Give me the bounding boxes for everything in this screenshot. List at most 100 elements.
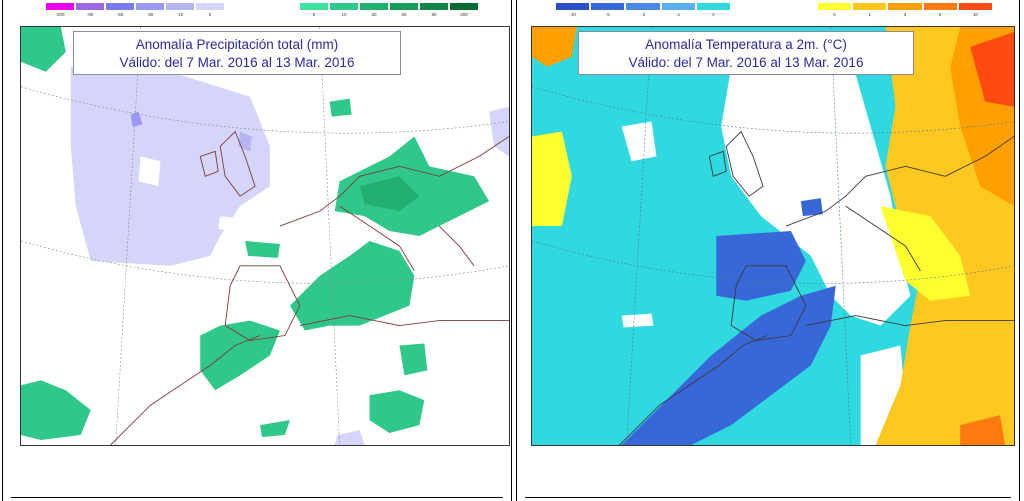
legend-swatch <box>45 2 75 11</box>
legend-tick-label: 3 <box>903 12 907 17</box>
precip-deficit-area <box>70 66 270 266</box>
graticule <box>21 27 509 445</box>
legend-swatch <box>299 2 329 11</box>
temperature-legend-positive: 0 1 3 6 10 <box>817 2 993 24</box>
legend-tick-label: 0 <box>208 12 212 17</box>
legend-swatch <box>817 2 853 11</box>
precip-surplus-patch-3 <box>260 420 290 438</box>
temp-neutral-patch-2 <box>621 313 654 328</box>
legend-ticks: 0 1 3 6 10 <box>817 11 993 21</box>
precipitation-legend-positive: 0 10 30 60 90 200 <box>299 2 479 24</box>
legend-tick-label: -60 <box>116 12 124 17</box>
precip-surplus-iberia <box>200 320 280 391</box>
precip-surplus-africa <box>369 390 425 434</box>
temp-neutral-area <box>721 56 911 326</box>
legend-swatches <box>817 2 993 11</box>
legend-swatch <box>590 2 626 11</box>
legend-swatch <box>957 2 993 11</box>
legend-tick-label: -30 <box>146 12 154 17</box>
legend-swatch <box>135 2 165 11</box>
legend-tick-label: 10 <box>972 12 978 17</box>
legend-tick-label: 0 <box>712 12 715 17</box>
legend-tick-label: 30 <box>371 12 377 17</box>
legend-tick-label: -10 <box>569 12 576 17</box>
precip-surplus-patch <box>399 343 428 376</box>
legend-swatch <box>75 2 105 11</box>
precip-surplus-central-europe <box>334 136 490 236</box>
temp-cold-core-africa <box>621 285 836 445</box>
legend-swatch <box>887 2 923 11</box>
temperature-legend-negative: -10 -5 -3 -1 0 <box>555 2 731 24</box>
legend-tick-label: -90 <box>86 12 94 17</box>
legend-swatch <box>449 2 479 11</box>
legend-swatch <box>922 2 958 11</box>
legend-swatch <box>165 2 195 11</box>
legend-tick-label: -1 <box>676 12 681 17</box>
legend-swatch <box>555 2 591 11</box>
precip-surplus-nw <box>21 27 66 72</box>
temperature-map-graphic <box>532 27 1014 445</box>
legend-tick-label: -10 <box>176 12 184 17</box>
precip-deficit-core <box>130 111 143 127</box>
temp-warm-patch-se <box>960 415 1006 445</box>
temp-warm-nw <box>532 27 577 67</box>
legend-tick-label: 90 <box>431 12 437 17</box>
legend-tick-label: 1 <box>868 12 872 17</box>
legend-tick-label: 60 <box>401 12 407 17</box>
coastlines <box>619 130 1014 445</box>
legend-swatch <box>695 2 731 11</box>
legend-swatch <box>389 2 419 11</box>
legend-swatches <box>555 2 731 11</box>
legend-tick-label: -5 <box>605 12 610 17</box>
no-anomaly-patch-2 <box>218 216 236 232</box>
precipitation-map-graphic <box>21 27 509 445</box>
temperature-title-line2: Válido: del 7 Mar. 2016 al 13 Mar. 2016 <box>628 55 864 70</box>
legend-ticks: 0 10 30 60 90 200 <box>299 11 479 21</box>
precip-deficit-area-2 <box>489 106 509 157</box>
legend-swatch <box>329 2 359 11</box>
temp-cold-patch <box>800 198 823 217</box>
coastlines <box>110 130 509 445</box>
legend-tick-label: -3 <box>640 12 646 17</box>
legend-swatches <box>299 2 479 11</box>
precipitation-title: Anomalía Precipitación total (mm) Válido… <box>73 31 401 75</box>
precip-surplus-west <box>21 380 91 441</box>
precip-deficit-area-3 <box>334 430 365 445</box>
precip-surplus-mediterranean <box>289 240 415 331</box>
legend-tick-label: 6 <box>938 12 942 17</box>
precipitation-title-line2: Válido: del 7 Mar. 2016 al 13 Mar. 2016 <box>119 55 355 70</box>
legend-tick-label: 0 <box>312 12 316 17</box>
precip-deficit-core-2 <box>238 131 253 152</box>
temperature-map: Anomalía Temperatura a 2m. (°C) Válido: … <box>531 26 1015 446</box>
precip-surplus-patch-2 <box>245 240 280 258</box>
legend-swatch <box>852 2 888 11</box>
precipitation-title-line1: Anomalía Precipitación total (mm) <box>135 37 339 52</box>
precipitation-map: Anomalía Precipitación total (mm) Válido… <box>20 26 510 446</box>
table-rule <box>525 497 1011 498</box>
legend-swatch <box>625 2 661 11</box>
legend-tick-label: 200 <box>460 12 468 17</box>
temp-neutral-patch <box>621 121 657 162</box>
temp-warm-med <box>880 206 971 301</box>
temp-very-warm-ne <box>970 31 1014 107</box>
legend-ticks: -200 -90 -60 -30 -10 0 <box>45 11 225 21</box>
precipitation-legend-negative: -200 -90 -60 -30 -10 0 <box>45 2 225 24</box>
legend-swatch <box>419 2 449 11</box>
legend-swatches <box>45 2 225 11</box>
temp-warm-west <box>532 131 572 227</box>
legend-swatch <box>359 2 389 11</box>
legend-swatch <box>195 2 225 11</box>
legend-swatch <box>660 2 696 11</box>
legend-tick-label: 10 <box>341 12 347 17</box>
precip-surplus-patch-4 <box>329 98 352 117</box>
temperature-title: Anomalía Temperatura a 2m. (°C) Válido: … <box>578 31 914 75</box>
legend-tick-label: -200 <box>55 12 65 17</box>
temperature-title-line1: Anomalía Temperatura a 2m. (°C) <box>645 37 847 52</box>
legend-swatch <box>105 2 135 11</box>
temperature-panel: -10 -5 -3 -1 0 0 1 3 6 10 <box>516 0 1020 501</box>
precipitation-panel: -200 -90 -60 -30 -10 0 0 10 30 60 90 200 <box>2 0 512 501</box>
no-anomaly-patch <box>138 156 161 187</box>
legend-tick-label: 0 <box>833 12 836 17</box>
table-rule <box>11 497 503 498</box>
graticule <box>532 27 1014 445</box>
